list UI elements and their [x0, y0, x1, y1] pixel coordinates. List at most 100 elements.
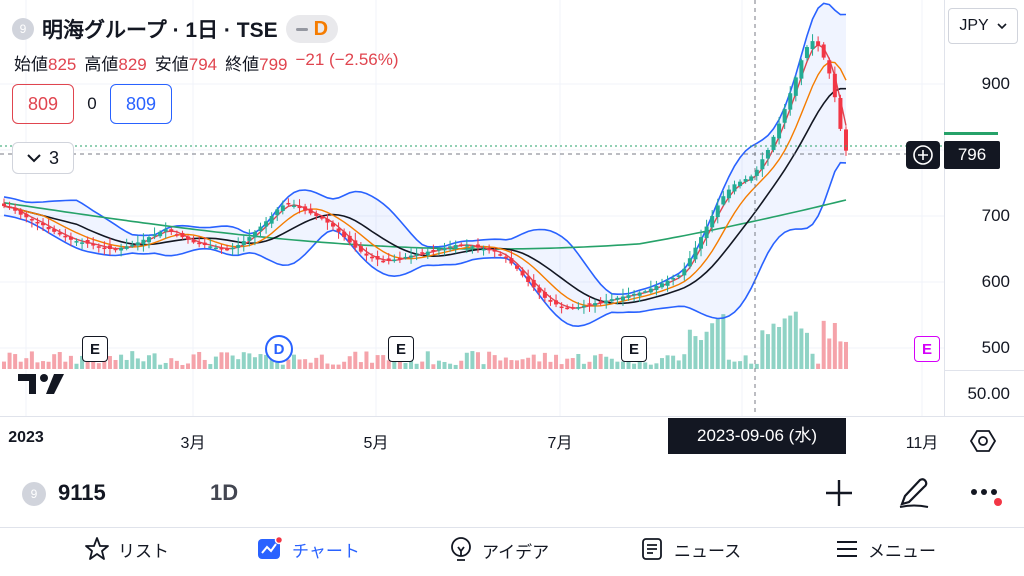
candle-body — [397, 257, 402, 260]
volume-bar — [620, 361, 625, 369]
more-options-icon[interactable] — [968, 480, 1004, 510]
candle-body — [41, 223, 46, 226]
candle-body — [208, 246, 213, 248]
time-tick: 2023 — [8, 429, 44, 446]
volume-bar — [738, 361, 743, 369]
volume-bar — [158, 364, 163, 369]
volume-bar — [24, 358, 29, 369]
candle-body — [682, 268, 687, 276]
volume-bar — [347, 356, 352, 369]
candle-body — [46, 226, 51, 230]
volume-bar — [804, 332, 809, 369]
volume-bar — [810, 353, 815, 369]
candle-body — [436, 249, 441, 251]
candle-body — [632, 293, 637, 296]
candle-body — [353, 240, 358, 248]
news-icon — [642, 538, 662, 560]
star-icon — [85, 537, 109, 560]
price-chart[interactable] — [0, 0, 944, 416]
upcoming-earnings-marker[interactable]: E — [914, 336, 940, 362]
candle-body — [771, 136, 776, 151]
currency-label: JPY — [959, 17, 989, 34]
price-axis[interactable]: 900 800 700 600 500 50.00 — [944, 0, 1024, 416]
tab-news[interactable]: ニュース — [640, 536, 741, 562]
candle-body — [693, 247, 698, 260]
volume-bar — [587, 361, 592, 369]
volume-bar — [236, 359, 241, 369]
change-value: −21 (−2.56%) — [295, 50, 399, 69]
indicators-toggle-button[interactable]: 3 — [12, 142, 74, 174]
candle-body — [68, 236, 73, 240]
candle-body — [475, 244, 480, 248]
volume-bar — [593, 355, 598, 369]
candle-body — [548, 299, 553, 302]
plus-icon[interactable] — [822, 476, 856, 510]
tradingview-logo-icon[interactable] — [18, 372, 66, 396]
candle-body — [503, 256, 508, 259]
volume-bar — [146, 355, 151, 369]
earnings-marker[interactable]: E — [621, 336, 647, 362]
candle-body — [565, 307, 570, 310]
volume-bar — [197, 351, 202, 369]
dash-icon — [295, 27, 308, 31]
tab-list[interactable]: リスト — [84, 536, 169, 562]
candle-body — [297, 206, 302, 209]
volume-bar — [782, 318, 787, 369]
tab-chart[interactable]: チャート — [256, 536, 360, 562]
earnings-marker[interactable]: E — [388, 336, 414, 362]
pane-separator — [944, 370, 1024, 371]
symbol-header[interactable]: 9 明海グループ · 1日 · TSE D — [12, 14, 339, 44]
sell-button[interactable]: 809 — [12, 84, 74, 124]
volume-bar — [35, 362, 40, 369]
earnings-marker[interactable]: E — [82, 336, 108, 362]
volume-bar — [704, 331, 709, 369]
volume-bar — [448, 363, 453, 369]
axis-settings-icon[interactable] — [970, 428, 996, 454]
candle-body — [765, 150, 770, 159]
close-label: 終値 — [225, 55, 260, 74]
candle-body — [816, 41, 821, 46]
dividend-marker[interactable]: D — [265, 335, 293, 363]
candle-body — [459, 244, 464, 246]
tab-menu[interactable]: メニュー — [834, 536, 936, 562]
volume-bar — [364, 351, 369, 369]
volume-bar — [565, 358, 570, 369]
volume-bar — [581, 363, 586, 369]
volume-bar — [531, 354, 536, 369]
volume-bar — [330, 364, 335, 369]
candle-body — [375, 256, 380, 260]
candle-body — [637, 292, 642, 296]
symbol-bar: 9 9115 1D — [0, 460, 1024, 528]
add-alert-button[interactable] — [906, 141, 940, 169]
volume-bar — [208, 364, 213, 369]
chart-canvas[interactable] — [0, 0, 944, 416]
symbol-title[interactable]: 明海グループ · 1日 · TSE — [42, 19, 278, 42]
candle-body — [18, 209, 23, 215]
candle-body — [347, 235, 352, 243]
volume-bar — [113, 359, 118, 369]
candle-body — [2, 203, 6, 207]
interval-button[interactable]: 1D — [210, 480, 239, 505]
volume-bar — [436, 360, 441, 369]
time-axis[interactable]: 2023 3月 5月 7月 11月 — [0, 416, 1024, 460]
candle-body — [258, 226, 263, 232]
candle-body — [85, 239, 90, 244]
symbol-code-button[interactable]: 9115 — [58, 480, 106, 505]
currency-select[interactable]: JPY — [948, 8, 1018, 44]
volume-bar — [671, 355, 676, 369]
data-status-pill[interactable]: D — [285, 15, 339, 43]
volume-bar — [726, 359, 731, 369]
candle-body — [844, 129, 848, 151]
candle-body — [788, 93, 793, 110]
buy-button[interactable]: 809 — [110, 84, 172, 124]
tab-ideas[interactable]: アイデア — [448, 536, 549, 564]
drawing-pen-icon[interactable] — [896, 474, 932, 510]
volume-bar — [124, 359, 129, 369]
candle-body — [219, 247, 224, 250]
chevron-down-icon — [997, 22, 1007, 29]
candle-body — [704, 226, 709, 239]
volume-bar — [414, 363, 419, 369]
candle-body — [760, 159, 765, 170]
candle-body — [174, 234, 179, 236]
volume-bar — [526, 357, 531, 369]
